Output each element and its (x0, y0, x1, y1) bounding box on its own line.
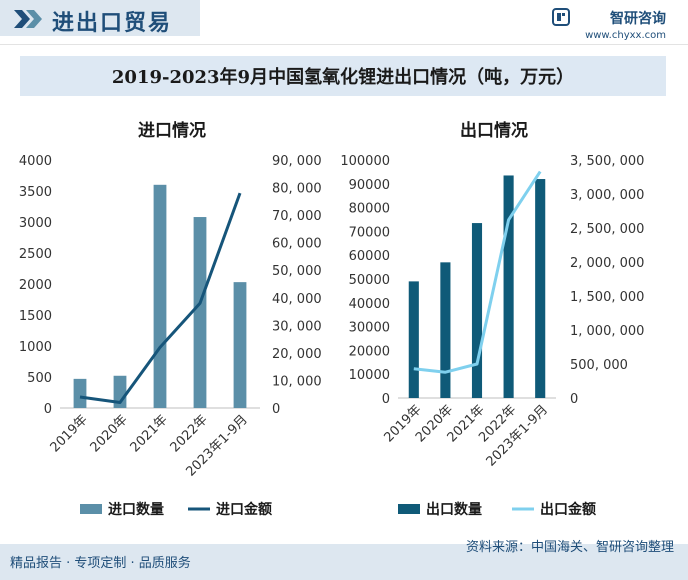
export-y-tick-label: 100000 (340, 154, 390, 169)
header: 进出口贸易 智研咨询 www.chyxx.com (0, 0, 688, 44)
export-bar (471, 223, 483, 398)
import-y2-tick-label: 0 (272, 402, 280, 417)
import-bar (233, 282, 247, 408)
import-y2-tick-label: 60, 000 (272, 237, 322, 252)
export-y-tick-label: 70000 (349, 225, 390, 240)
export-legend-bar-swatch (398, 504, 420, 514)
export-legend-label: 出口金额 (540, 501, 596, 518)
import-y2-tick-label: 20, 000 (272, 347, 322, 362)
export-y-tick-label: 80000 (349, 202, 390, 217)
import-y-tick-label: 0 (44, 402, 52, 417)
import-legend-label: 进口金额 (216, 501, 272, 518)
export-y2-tick-label: 2, 500, 000 (570, 222, 644, 237)
import-bar (73, 378, 87, 408)
brand-name: 智研咨询 (610, 11, 666, 27)
export-chart: 出口情况 0 10000 20000 30000 40000 50000 60000 70000… (340, 120, 644, 518)
import-x-tick-label: 2019年 (48, 412, 91, 455)
brand: 智研咨询 www.chyxx.com (585, 8, 666, 41)
import-y2-tick-label: 90, 000 (272, 154, 322, 169)
import-y-tick-label: 500 (27, 371, 52, 386)
brand-logo-icon (552, 8, 570, 26)
export-bar (503, 175, 514, 398)
export-y2-tick-label: 3, 000, 000 (570, 188, 644, 203)
import-y2-tick-label: 30, 000 (272, 319, 322, 334)
title-box: 2019-2023年9月中国氢氧化锂进出口情况（吨，万元） (20, 56, 666, 96)
import-legend-label: 进口数量 (108, 501, 164, 518)
footer-tagline: 精品报告 · 专项定制 · 品质服务 (10, 556, 191, 571)
import-y2-tick-label: 10, 000 (272, 374, 322, 389)
import-y2-tick-label: 40, 000 (272, 292, 322, 307)
export-bar (408, 281, 419, 398)
export-y-tick-label: 10000 (349, 368, 390, 383)
section-title: 进出口贸易 (52, 11, 173, 36)
import-x-tick-label: 2021年 (128, 412, 171, 455)
export-line (413, 170, 542, 374)
footer-band (0, 544, 688, 580)
import-line (79, 192, 242, 404)
import-y-tick-label: 4000 (19, 154, 52, 169)
export-y-tick-label: 50000 (349, 273, 390, 288)
export-chart-title: 出口情况 (460, 120, 528, 141)
import-y-tick-label: 3000 (19, 216, 52, 231)
import-y2-tick-label: 70, 000 (272, 209, 322, 224)
export-y-tick-label: 90000 (349, 178, 390, 193)
import-legend-bar-swatch (80, 504, 102, 514)
import-y-tick-label: 1500 (19, 309, 52, 324)
export-y2-tick-label: 0 (570, 392, 578, 407)
export-bar (440, 262, 451, 398)
import-y-tick-label: 2500 (19, 247, 52, 262)
export-y-tick-label: 60000 (349, 249, 390, 264)
export-y2-tick-label: 2, 000, 000 (570, 256, 644, 271)
import-chart: 进口情况 0 500 1000 1500 2000 2500 3000 3500 4000 0 10,… (19, 120, 322, 518)
export-y-tick-label: 0 (382, 392, 390, 407)
export-y2-tick-label: 500, 000 (570, 358, 628, 373)
import-y2-tick-label: 80, 000 (272, 182, 322, 197)
header-divider (0, 44, 688, 45)
export-legend-label: 出口数量 (426, 501, 482, 518)
import-y-tick-label: 2000 (19, 278, 52, 293)
import-bar (193, 217, 207, 408)
brand-url: www.chyxx.com (585, 30, 666, 41)
export-bar (535, 179, 546, 398)
export-y-tick-label: 20000 (349, 344, 390, 359)
export-y-tick-label: 30000 (349, 321, 390, 336)
import-x-tick-label: 2020年 (88, 412, 131, 455)
export-y2-tick-label: 1, 000, 000 (570, 324, 644, 339)
import-y-tick-label: 3500 (19, 185, 52, 200)
export-y2-tick-label: 1, 500, 000 (570, 290, 644, 305)
import-y-tick-label: 1000 (19, 340, 52, 355)
import-bar (153, 184, 167, 408)
import-chart-title: 进口情况 (138, 120, 206, 141)
source-note: 资料来源：中国海关、智研咨询整理 (465, 540, 674, 555)
import-y2-tick-label: 50, 000 (272, 264, 322, 279)
chevron-right-icon (14, 10, 42, 28)
export-y2-tick-label: 3, 500, 000 (570, 154, 644, 169)
main-title: 2019-2023年9月中国氢氧化锂进出口情况（吨，万元） (111, 67, 575, 88)
export-y-tick-label: 40000 (349, 297, 390, 312)
